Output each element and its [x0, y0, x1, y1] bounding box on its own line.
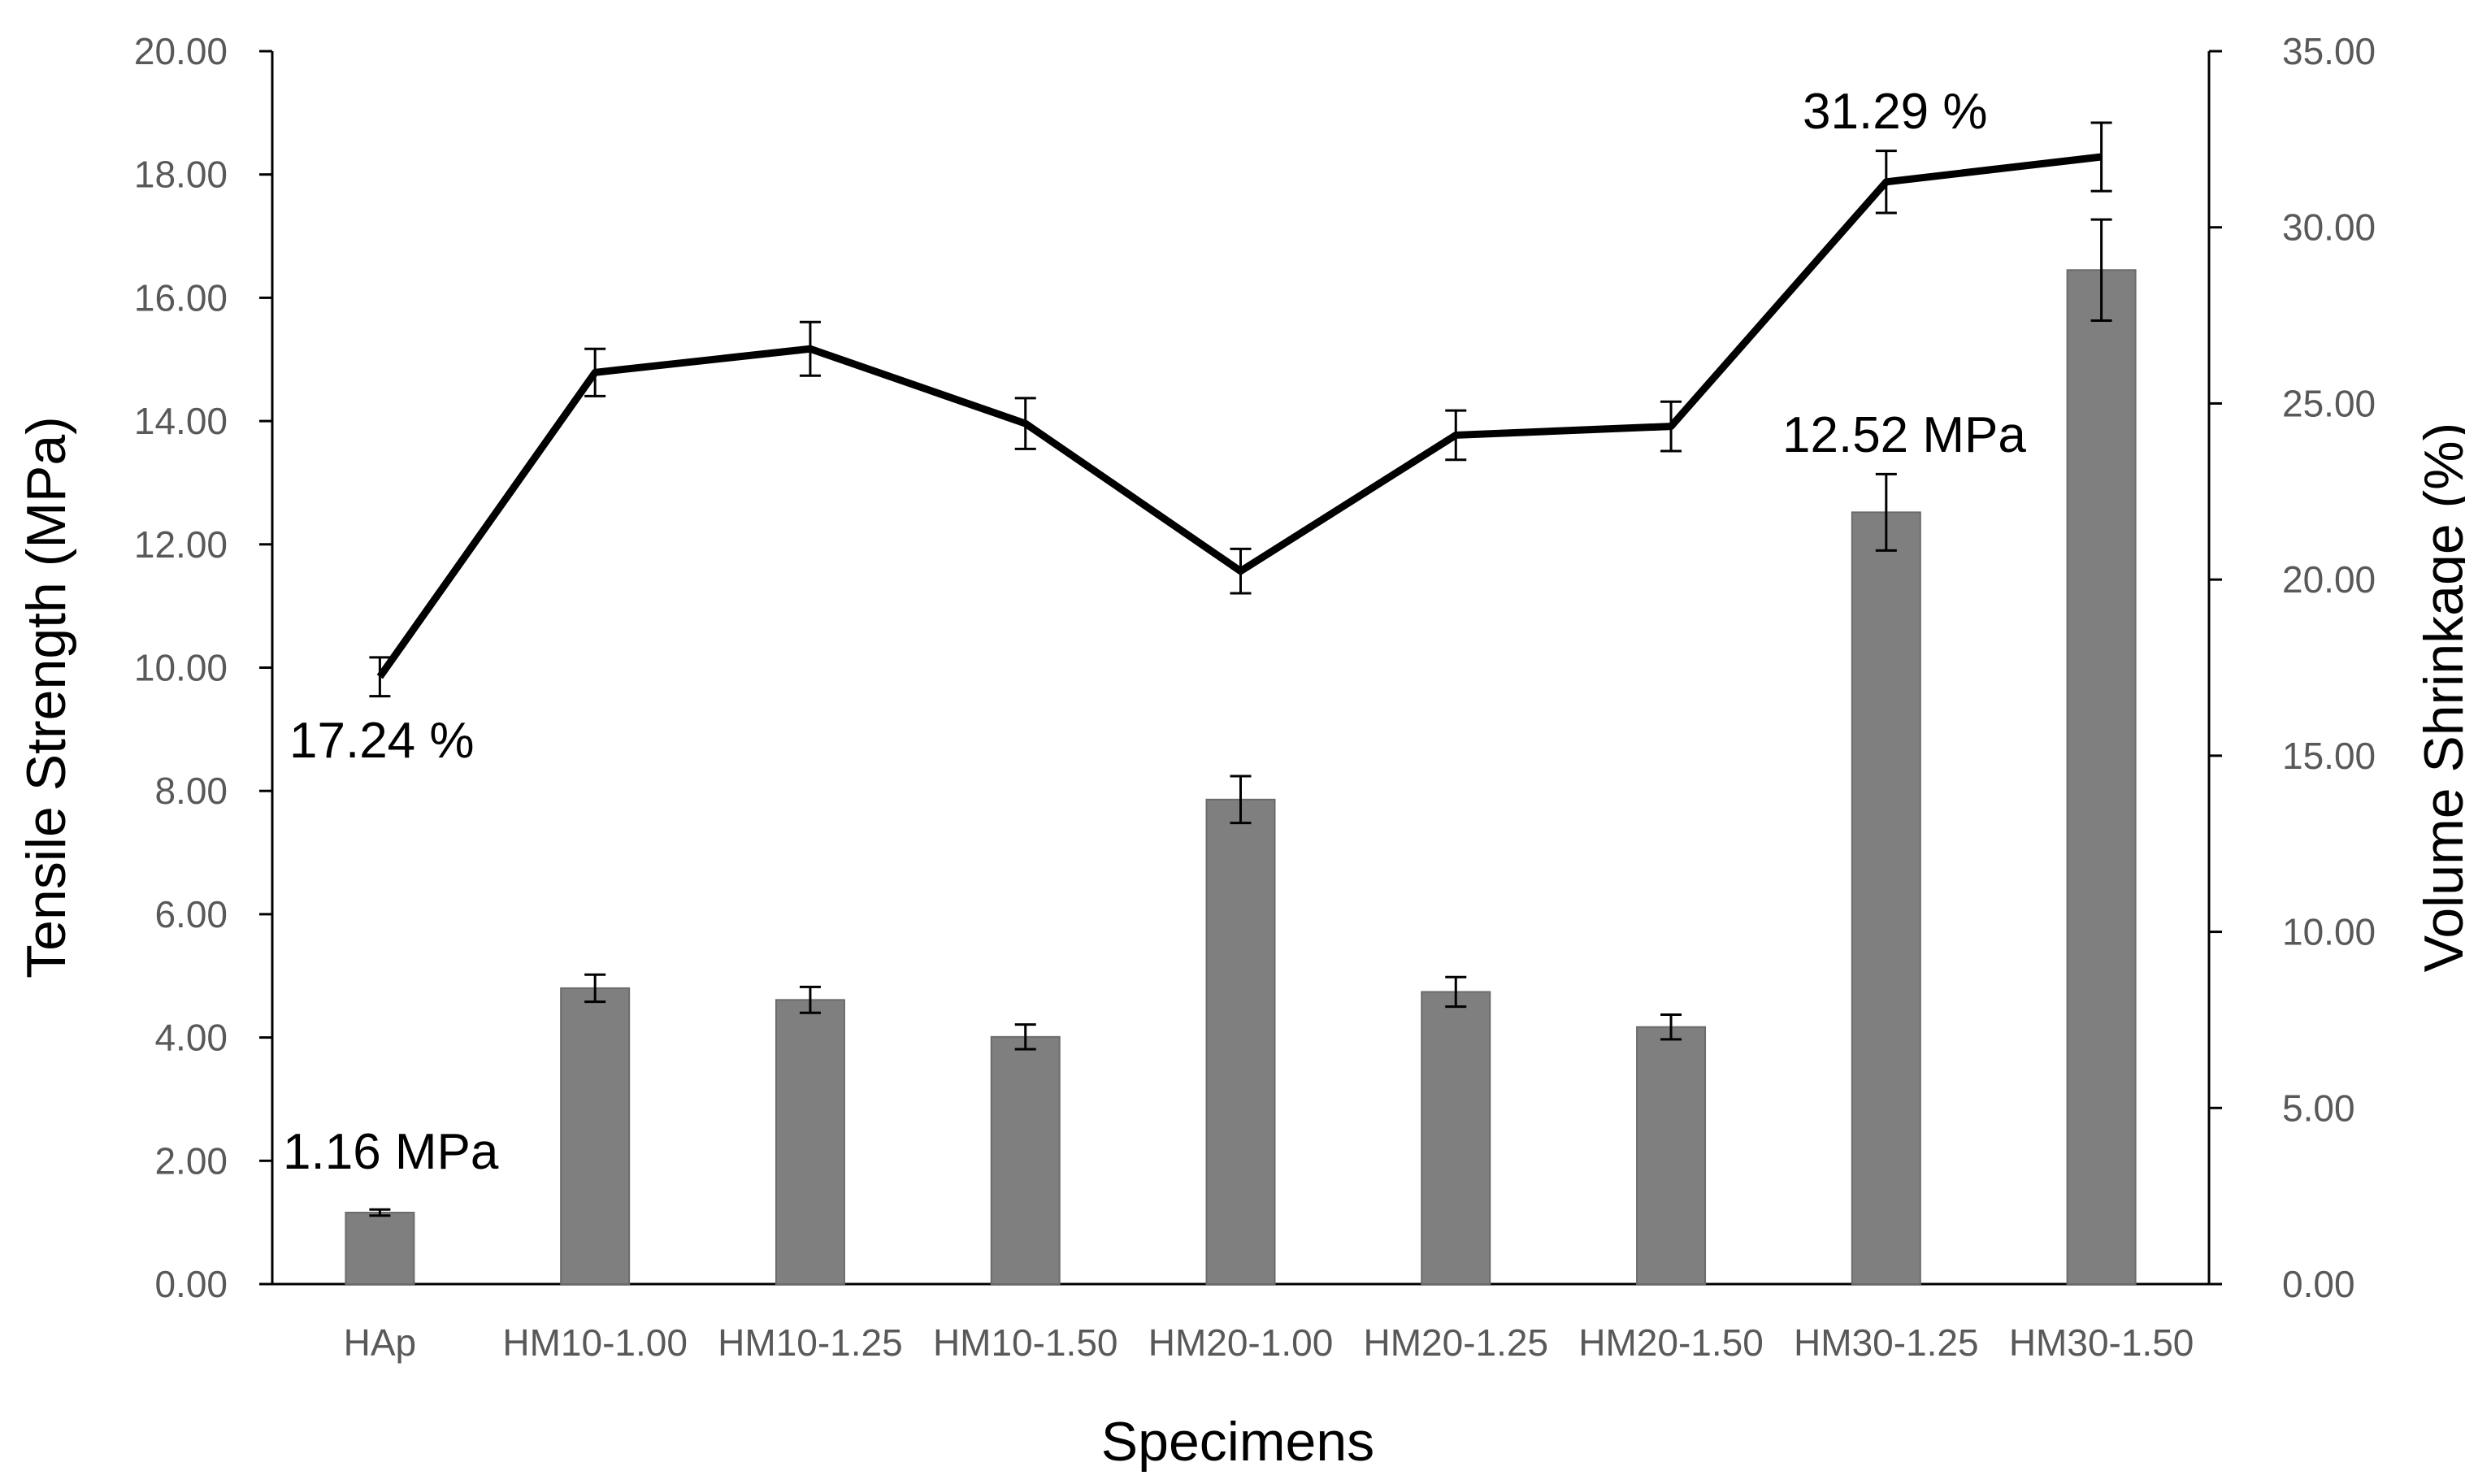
- annotation-hm30-125-shrinkage: 31.29 %: [1803, 84, 1988, 140]
- bar: [2066, 269, 2137, 1286]
- category-label: HM20-1.00: [1148, 1321, 1334, 1364]
- category-label: HM30-1.25: [1794, 1321, 1979, 1364]
- left-tick-label: 16.00: [134, 276, 228, 319]
- left-axis-title: Tensile Strength (MPa): [15, 416, 77, 978]
- left-tick-label: 14.00: [134, 400, 228, 442]
- right-axis-title: Volume Shrinkage (%): [2413, 423, 2465, 973]
- annotation-hap-strength: 1.16 MPa: [283, 1124, 499, 1180]
- left-tick-label: 18.00: [134, 154, 228, 196]
- left-tick-label: 20.00: [134, 30, 228, 72]
- right-tick-label: 20.00: [2282, 558, 2376, 601]
- category-label: HM10-1.25: [718, 1321, 903, 1364]
- axes: 0.00 2.00 4.00 6.00 8.00 10.00 12.00 14.00 16.00…: [134, 30, 2376, 1364]
- bar: [1421, 991, 1491, 1285]
- left-tick-label: 12.00: [134, 523, 228, 566]
- left-tick-label: 10.00: [134, 647, 228, 689]
- bar: [990, 1035, 1061, 1286]
- category-label: HM10-1.50: [933, 1321, 1118, 1364]
- bar-series: [345, 218, 2137, 1286]
- bar: [775, 999, 845, 1286]
- left-tick-label: 2.00: [154, 1139, 228, 1182]
- left-tick-label: 8.00: [154, 770, 228, 812]
- x-axis-title: Specimens: [1101, 1411, 1374, 1473]
- right-tick-label: 25.00: [2282, 382, 2376, 424]
- line-series: [369, 121, 2112, 698]
- category-label: HM30-1.50: [2009, 1321, 2194, 1364]
- bar: [560, 987, 631, 1286]
- right-tick-label: 5.00: [2282, 1087, 2355, 1129]
- bar: [1205, 798, 1276, 1285]
- annotation-hm30-125-strength: 12.52 MPa: [1782, 407, 2026, 463]
- right-tick-label: 30.00: [2282, 206, 2376, 249]
- left-tick-label: 4.00: [154, 1017, 228, 1059]
- right-tick-label: 15.00: [2282, 735, 2376, 777]
- right-tick-label: 35.00: [2282, 30, 2376, 72]
- right-tick-label: 10.00: [2282, 911, 2376, 953]
- left-tick-label: 6.00: [154, 893, 228, 935]
- bar: [345, 1212, 415, 1286]
- category-label: HM20-1.25: [1363, 1321, 1548, 1364]
- left-tick-label: 0.00: [154, 1263, 228, 1305]
- bar: [1851, 511, 1921, 1285]
- annotation-hap-shrinkage: 17.24 %: [289, 713, 475, 769]
- category-label: HM10-1.00: [502, 1321, 688, 1364]
- bar: [1636, 1026, 1707, 1285]
- right-tick-label: 0.00: [2282, 1263, 2355, 1305]
- category-label: HAp: [344, 1321, 416, 1364]
- category-label: HM20-1.50: [1578, 1321, 1764, 1364]
